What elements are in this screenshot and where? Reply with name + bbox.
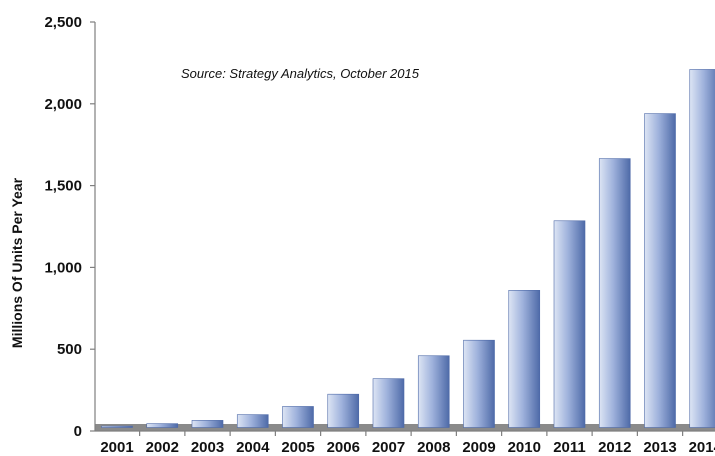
- y-axis-title: Millions Of Units Per Year: [9, 177, 25, 348]
- bar: [146, 423, 179, 428]
- bar: [372, 378, 405, 428]
- x-tick-label: 2010: [508, 439, 541, 456]
- x-tick-label: 2005: [281, 439, 314, 456]
- x-ticks: 2001 2002 2003 2004 2005 2006 2007 2008 2009 2010…: [100, 431, 715, 456]
- bar: [598, 158, 631, 428]
- x-tick-label: 2002: [146, 439, 179, 456]
- y-ticks: 0 500 1,000 1,500 2,000 2,500: [44, 14, 95, 440]
- x-tick-label: 2012: [598, 439, 631, 456]
- x-tick-label: 2008: [417, 439, 450, 456]
- bar: [644, 113, 676, 428]
- floor: [95, 424, 715, 431]
- bar: [463, 339, 495, 428]
- x-tick-label: 2004: [236, 439, 270, 456]
- bar: [101, 425, 133, 428]
- x-tick-label: 2009: [462, 439, 495, 456]
- source-annotation: Source: Strategy Analytics, October 2015: [181, 66, 420, 81]
- x-tick-label: 2003: [191, 439, 224, 456]
- y-tick-label: 2,500: [44, 14, 82, 31]
- x-tick-label: 2001: [100, 439, 133, 456]
- y-tick-label: 1,000: [44, 259, 82, 276]
- y-tick-label: 2,000: [44, 96, 82, 113]
- bar: [191, 420, 224, 428]
- x-tick-label: 2014: [689, 439, 715, 456]
- x-tick-label: 2006: [327, 439, 360, 456]
- x-tick-label: 2011: [553, 439, 586, 456]
- bar: [282, 406, 314, 428]
- y-tick-label: 1,500: [44, 178, 82, 195]
- bar: [327, 393, 360, 428]
- x-tick-label: 2007: [372, 439, 405, 456]
- bar: [553, 220, 586, 428]
- x-tick-label: 2013: [643, 439, 676, 456]
- y-tick-label: 0: [74, 423, 82, 440]
- bar: [689, 69, 715, 428]
- y-tick-label: 500: [57, 341, 82, 358]
- bar: [508, 290, 541, 428]
- bars: [101, 69, 715, 428]
- bar: [417, 355, 450, 428]
- bar: [236, 414, 269, 428]
